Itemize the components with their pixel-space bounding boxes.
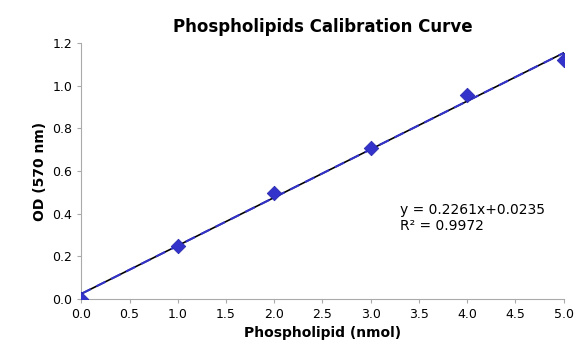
Point [270,190,279,196]
Y-axis label: OD (570 nm): OD (570 nm) [33,121,46,221]
Point [462,93,472,98]
Point [77,296,86,302]
Text: y = 0.2261x+0.0235
R² = 0.9972: y = 0.2261x+0.0235 R² = 0.9972 [400,203,544,233]
Title: Phospholipids Calibration Curve: Phospholipids Calibration Curve [173,18,472,36]
Point [173,243,182,248]
X-axis label: Phospholipid (nmol): Phospholipid (nmol) [244,327,401,341]
Point [559,57,568,63]
Point [366,145,375,150]
